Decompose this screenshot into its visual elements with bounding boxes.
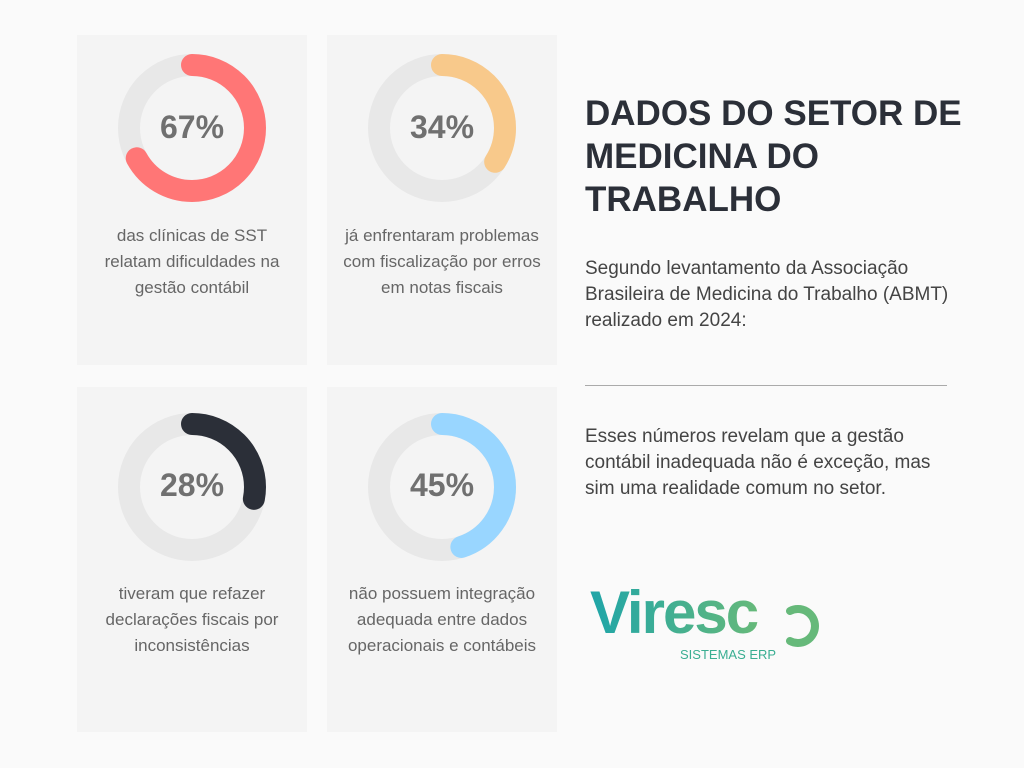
stat-card-2: 34% já enfrentaram problemas com fiscali…	[327, 35, 557, 365]
svg-text:Viresc: Viresc	[590, 579, 758, 646]
donut-arc	[368, 54, 516, 202]
stat-description: já enfrentaram problemas com fiscalizaçã…	[343, 226, 541, 297]
stat-card-4: 45% não possuem integração adequada entr…	[327, 387, 557, 732]
stat-value: 34%	[409, 109, 475, 145]
donut-arc	[118, 54, 266, 202]
viresco-logo: Viresc SISTEMAS ERP	[590, 565, 820, 665]
donut-chart	[118, 413, 266, 561]
stat-description: das clínicas de SST relatam dificuldades…	[104, 226, 280, 297]
donut-chart	[368, 413, 516, 561]
donut-arc	[368, 413, 516, 561]
donut-arc	[118, 413, 266, 561]
stat-description: não possuem integração adequada entre da…	[347, 584, 537, 655]
stat-value: 28%	[159, 467, 225, 503]
stat-description: tiveram que refazer declarações fiscais …	[105, 584, 279, 655]
page-title: DADOS DO SETOR DE MEDICINA DO TRABALHO	[585, 94, 962, 219]
divider	[585, 385, 947, 386]
stat-card-1: 67% das clínicas de SST relatam dificuld…	[77, 35, 307, 365]
logo-mark: Viresc SISTEMAS ERP	[590, 579, 819, 662]
conclusion-text: Esses números revelam que a gestão contá…	[585, 426, 931, 499]
donut-chart	[118, 54, 266, 202]
stat-card-3: 28% tiveram que refazer declarações fisc…	[77, 387, 307, 732]
donut-chart	[368, 54, 516, 202]
intro-text: Segundo levantamento da Associação Brasi…	[585, 258, 949, 331]
svg-text:SISTEMAS ERP: SISTEMAS ERP	[680, 647, 776, 662]
stat-value: 45%	[409, 467, 475, 503]
stat-value: 67%	[159, 109, 225, 145]
